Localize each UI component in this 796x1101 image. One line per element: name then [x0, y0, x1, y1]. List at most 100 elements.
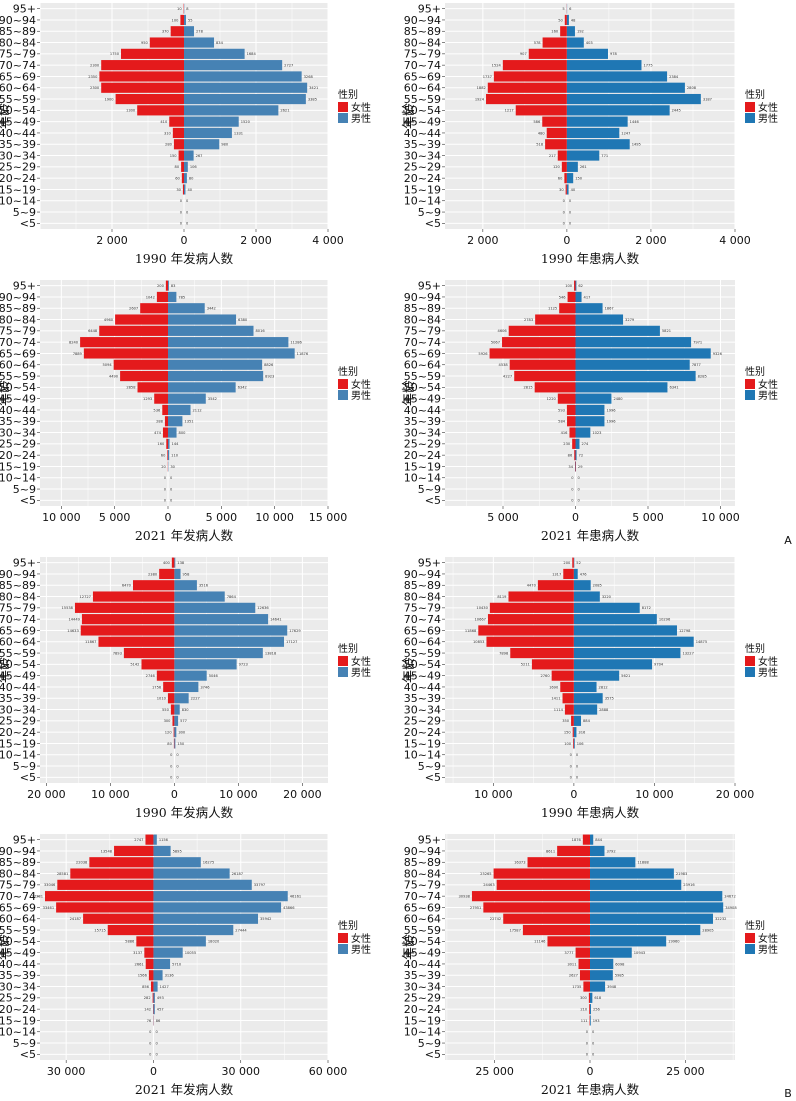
- bar-male: [168, 337, 289, 348]
- bar-male: [174, 636, 285, 647]
- bar-female: [486, 93, 567, 105]
- legend-label-female: 女性: [758, 101, 778, 114]
- bar-male: [168, 416, 183, 427]
- y-tick-label: 45~49: [404, 115, 441, 128]
- data-label-female: 8119: [497, 595, 507, 599]
- y-axis-title: 年龄: [0, 934, 12, 960]
- data-label-male: 110: [171, 453, 179, 457]
- y-tick-label: 25~29: [0, 992, 36, 1005]
- bar-male: [566, 161, 578, 172]
- bar-female: [113, 359, 168, 370]
- data-label-female: 2300: [90, 63, 100, 67]
- data-label-male: 2085: [593, 584, 602, 588]
- bar-male: [174, 647, 263, 659]
- bar-male: [168, 370, 264, 382]
- data-label-male: 884: [583, 719, 591, 723]
- bar-female: [156, 291, 168, 303]
- data-label-female: 1882: [477, 86, 486, 90]
- data-label-male: 150: [177, 742, 185, 746]
- bar-male: [153, 868, 230, 879]
- x-axis-title: 1990 年发病人数: [135, 251, 234, 266]
- data-label-male: 0: [578, 476, 581, 480]
- bar-male: [573, 602, 640, 613]
- y-tick-label: 50~54: [404, 658, 441, 671]
- data-label-male: 17127: [286, 640, 297, 644]
- legend-label-male: 男性: [758, 112, 778, 125]
- data-label-male: 1867: [605, 307, 614, 311]
- data-label-female: 410: [160, 120, 168, 124]
- data-label-male: 0: [592, 1030, 595, 1034]
- x-axis-title: 2021 年发病人数: [135, 1082, 234, 1097]
- x-tick-label: 10 000: [474, 788, 513, 801]
- bar-female: [542, 37, 567, 48]
- bar-female: [170, 26, 184, 37]
- bar-female: [170, 704, 175, 715]
- y-tick-label: 65~69: [404, 901, 441, 914]
- data-label-female: 150: [170, 154, 178, 158]
- bar-female: [515, 105, 567, 116]
- data-label-female: 6470: [122, 584, 132, 588]
- bar-male: [573, 659, 653, 670]
- y-tick-label: 10~14: [404, 195, 441, 208]
- bar-female: [56, 902, 154, 913]
- x-tick-label: 0: [171, 788, 178, 801]
- y-tick-label: 70~74: [404, 890, 441, 903]
- legend-swatch-male: [745, 667, 755, 677]
- panel-letter-b: B: [784, 1087, 792, 1100]
- data-label-female: 25265: [480, 872, 491, 876]
- y-tick-label: 75~79: [0, 879, 36, 892]
- bar-female: [486, 636, 574, 647]
- data-label-male: 0: [155, 1053, 158, 1057]
- bar-female: [546, 127, 567, 139]
- data-label-female: 578: [534, 41, 542, 45]
- bar-female: [120, 370, 168, 382]
- legend-swatch-male: [745, 390, 755, 400]
- bar-female: [172, 715, 175, 726]
- data-label-male: 278: [196, 30, 204, 34]
- bar-male: [184, 71, 302, 82]
- data-label-male: 457: [157, 1007, 164, 1011]
- data-label-male: 9704: [654, 663, 664, 667]
- y-tick-label: 45~49: [404, 669, 441, 682]
- x-tick-label: 0: [563, 234, 570, 247]
- y-tick-label: 15~19: [404, 737, 441, 750]
- bar-female: [121, 48, 184, 59]
- bar-male: [153, 834, 157, 845]
- bar-male: [566, 150, 600, 161]
- data-label-female: 1317: [552, 572, 561, 576]
- bar-male: [153, 857, 201, 868]
- bar-male: [153, 958, 171, 970]
- x-tick-label: 30 000: [221, 1065, 260, 1078]
- data-label-female: 80: [175, 165, 180, 169]
- bar-male: [153, 981, 158, 992]
- data-label-male: 62: [578, 284, 583, 288]
- x-tick-label: 5 000: [487, 511, 519, 524]
- bar-male: [168, 438, 170, 449]
- bar-female: [557, 845, 590, 857]
- bar-male: [174, 659, 237, 670]
- bar-female: [582, 834, 590, 845]
- data-label-female: 2661: [135, 962, 144, 966]
- data-label-male: 2808: [687, 86, 697, 90]
- y-tick-label: 95+: [418, 556, 441, 569]
- y-tick-label: 15~19: [0, 183, 36, 196]
- bar-female: [107, 924, 154, 936]
- data-label-male: 834: [216, 41, 224, 45]
- x-tick-label: 2 000: [96, 234, 128, 247]
- x-tick-label: 10 000: [42, 511, 81, 524]
- y-tick-label: 5~9: [13, 1037, 36, 1050]
- bar-male: [573, 670, 620, 681]
- data-label-male: 1156: [159, 838, 169, 842]
- y-tick-label: 40~44: [404, 404, 441, 417]
- data-label-female: 14633: [67, 629, 78, 633]
- y-tick-label: 20~24: [404, 172, 441, 185]
- data-label-male: 1023: [592, 431, 601, 435]
- bar-female: [560, 681, 574, 693]
- x-axis-title: 2021 年患病人数: [541, 528, 640, 543]
- y-tick-label: 45~49: [404, 946, 441, 959]
- data-label-female: 0: [164, 487, 167, 491]
